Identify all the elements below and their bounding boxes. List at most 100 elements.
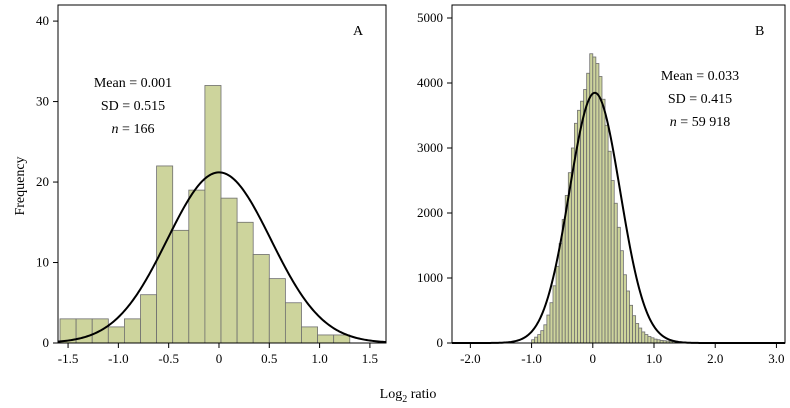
panel-a-bar-10 [220, 197, 238, 344]
panel-a-mean: Mean = 0.001 [94, 76, 172, 91]
panel-a-bar-12 [252, 254, 270, 344]
panel-a-bar-14 [284, 302, 302, 344]
panel-a-bar-3 [107, 326, 125, 344]
panel-b-frame [451, 4, 786, 344]
panel-a-x-tick-label-0: -1.5 [58, 351, 79, 366]
panel-b-x-tick-label-4: 2.0 [707, 351, 723, 366]
panel-a-bar-17 [333, 334, 351, 344]
panel-b-bar-27 [613, 202, 618, 344]
panel-a-sd: SD = 0.515 [101, 99, 165, 114]
panel-b-sd: SD = 0.415 [668, 92, 732, 107]
panel-b-bar-20 [592, 56, 597, 344]
panel-a-n-symbol: n [112, 122, 119, 137]
panel-b-y-tick-label-5: 5000 [417, 10, 443, 25]
panel-b-bar-40 [653, 338, 658, 344]
panel-b-y-tick-label-4: 4000 [417, 75, 443, 90]
y-axis-title: Frequency [13, 156, 28, 215]
panel-b-bar-33 [632, 315, 637, 344]
panel-b-bar-31 [626, 290, 630, 344]
panel-b-bar-34 [635, 323, 640, 344]
panel-a-x-tick-label-4: 0.5 [261, 351, 277, 366]
panel-b-bar-17 [583, 89, 588, 344]
panel-a-x-tick-label-5: 1.0 [311, 351, 327, 366]
x-axis-title-tail: ratio [407, 387, 436, 402]
panel-b-bar-30 [623, 274, 627, 344]
x-axis-title: Log2 ratio [380, 387, 437, 403]
panel-a-frame [57, 4, 387, 344]
panel-a-bar-15 [301, 326, 318, 344]
panel-b-n-value: = 59 918 [677, 115, 730, 130]
panel-b-bar-32 [629, 304, 633, 344]
panel-a-bar-13 [268, 278, 286, 344]
panel-b-y-tick-label-0: 0 [437, 335, 444, 350]
panel-a-bar-11 [236, 221, 254, 344]
panel-a-y-tick-label-3: 30 [36, 94, 49, 109]
panel-b-bar-3 [540, 330, 545, 344]
panel-a-x-ticks: -1.5 -1.0 -0.5 0 0.5 1.0 1.5 [58, 343, 378, 366]
panel-a-bar-8 [188, 189, 206, 344]
panel-b-y-tick-label-3: 3000 [417, 140, 443, 155]
panel-b-bar-1 [534, 336, 539, 344]
panel-b-bar-16 [580, 100, 585, 344]
panel-b: -2.0 -1.0 0 1.0 2.0 3.0 0 1000 2000 3000 4000 5000… [417, 4, 786, 366]
panel-b-bar-21 [595, 63, 600, 344]
panel-a-fit-curve [57, 171, 387, 344]
panel-b-bar-10 [561, 219, 566, 344]
panel-b-bar-38 [647, 336, 652, 344]
panel-b-x-ticks: -2.0 -1.0 0 1.0 2.0 3.0 [460, 343, 785, 366]
panel-a-label: A [353, 24, 364, 39]
panel-b-x-tick-label-5: 3.0 [768, 351, 784, 366]
panel-b-bar-7 [552, 285, 557, 344]
panel-a-y-ticks: 0 10 20 30 40 [36, 13, 58, 350]
panel-a-x-tick-label-6: 1.5 [362, 351, 378, 366]
panel-b-bar-26 [610, 180, 615, 344]
panel-b-bar-22 [598, 76, 603, 344]
panel-b-bar-37 [644, 334, 649, 344]
panel-b-y-ticks: 0 1000 2000 3000 4000 5000 [417, 10, 452, 350]
panel-b-bar-8 [555, 265, 560, 344]
panel-a: -1.5 -1.0 -0.5 0 0.5 1.0 1.5 0 10 20 30 40 A Mean … [36, 4, 387, 366]
x-axis-title-subscript: 2 [402, 394, 407, 403]
panel-a-y-tick-label-0: 0 [43, 335, 50, 350]
panel-b-bar-9 [558, 243, 563, 344]
panel-b-n: n = 59 918 [670, 115, 730, 130]
panel-b-y-tick-label-2: 2000 [417, 205, 443, 220]
panel-a-bar-5 [140, 294, 158, 344]
panel-a-y-tick-label-4: 40 [36, 13, 49, 28]
panel-b-label: B [755, 24, 764, 39]
panel-b-bars [531, 53, 689, 344]
panel-b-x-tick-label-2: 0 [590, 351, 597, 366]
panel-b-bar-23 [601, 98, 606, 344]
panel-b-bar-35 [638, 327, 643, 344]
panel-a-bar-4 [124, 318, 141, 344]
panel-b-n-symbol: n [670, 115, 677, 130]
panel-a-bar-7 [172, 229, 190, 344]
panel-b-bar-39 [650, 337, 655, 344]
x-axis-title-main: Log [380, 387, 403, 402]
panel-a-n: n = 166 [112, 122, 155, 137]
panel-a-x-tick-label-3: 0 [216, 351, 223, 366]
panel-b-y-tick-label-1: 1000 [417, 270, 443, 285]
panel-b-bar-28 [616, 226, 621, 344]
panel-b-bar-4 [543, 324, 548, 344]
panel-b-bar-25 [607, 150, 612, 344]
panel-a-bar-9 [204, 85, 222, 344]
panel-b-bar-6 [549, 302, 554, 344]
panel-b-bar-2 [537, 334, 542, 344]
panel-a-y-tick-label-1: 10 [36, 255, 49, 270]
panel-b-bar-18 [586, 72, 591, 344]
panel-b-bar-24 [604, 124, 609, 344]
panel-b-x-tick-label-0: -2.0 [460, 351, 481, 366]
panel-b-bar-5 [546, 314, 551, 344]
panel-a-bars [59, 85, 351, 344]
panel-a-n-value: = 166 [119, 122, 155, 137]
panel-a-x-tick-label-1: -1.0 [108, 351, 129, 366]
panel-b-mean: Mean = 0.033 [661, 69, 739, 84]
panel-a-x-tick-label-2: -0.5 [158, 351, 179, 366]
panel-a-bar-16 [317, 334, 335, 344]
panel-b-x-tick-label-1: -1.0 [521, 351, 542, 366]
panel-b-bar-29 [619, 250, 624, 344]
panel-a-y-tick-label-2: 20 [36, 174, 49, 189]
